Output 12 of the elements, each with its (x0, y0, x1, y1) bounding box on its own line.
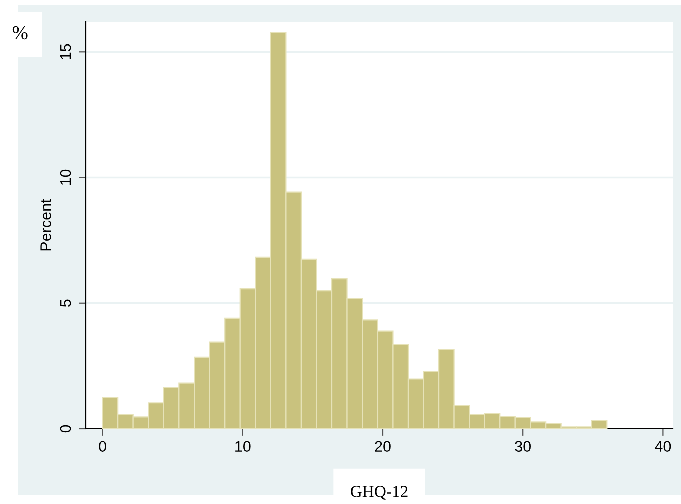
text: % (12, 26, 28, 40)
x-tick-label: 40 (655, 441, 672, 452)
x-tick-label: 0 (99, 441, 106, 452)
y-axis-title: Percent (40, 199, 52, 251)
x-tick-label: 20 (375, 441, 391, 452)
x-tick-label: 30 (515, 441, 531, 452)
x-tick-label: 10 (236, 441, 251, 452)
y-tick-label: 15 (60, 44, 72, 60)
x-axis-title: GHQ-12 (351, 486, 408, 500)
y-tick-label: 0 (60, 425, 72, 433)
y-tick-label: 5 (60, 300, 72, 308)
y-tick-label: 10 (60, 170, 72, 186)
